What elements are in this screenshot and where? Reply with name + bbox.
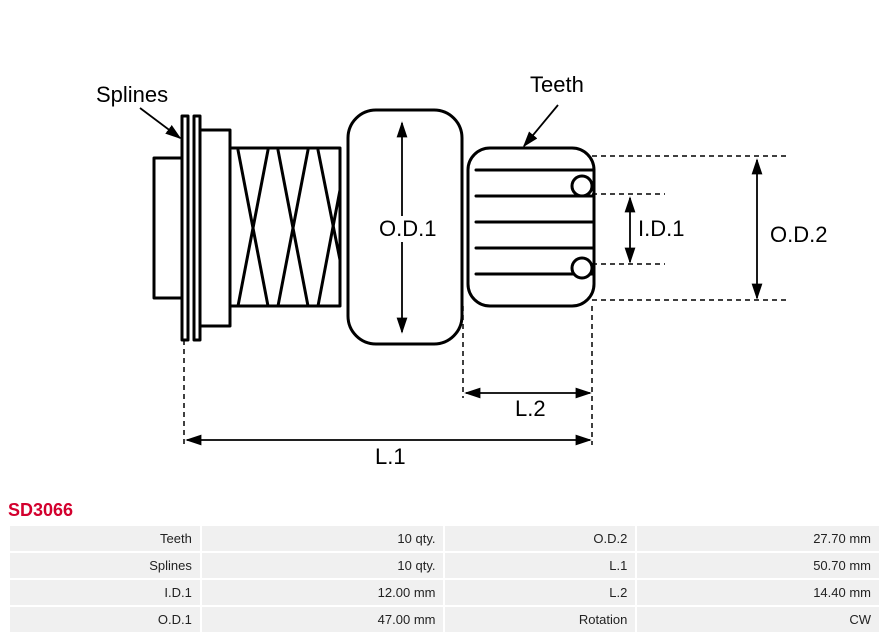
label-teeth: Teeth bbox=[530, 72, 584, 98]
label-splines: Splines bbox=[96, 82, 168, 108]
spec-table: Teeth 10 qty. O.D.2 27.70 mm Splines 10 … bbox=[8, 524, 881, 634]
spec-val: CW bbox=[637, 607, 879, 632]
spec-key: O.D.2 bbox=[445, 526, 635, 551]
spec-val: 47.00 mm bbox=[202, 607, 444, 632]
part-code: SD3066 bbox=[8, 500, 73, 521]
label-l1: L.1 bbox=[375, 444, 406, 470]
spec-key: Teeth bbox=[10, 526, 200, 551]
label-od2: O.D.2 bbox=[770, 222, 827, 248]
spec-key: L.2 bbox=[445, 580, 635, 605]
spec-val: 10 qty. bbox=[202, 526, 444, 551]
spec-key: I.D.1 bbox=[10, 580, 200, 605]
spec-val: 27.70 mm bbox=[637, 526, 879, 551]
drawing-svg bbox=[0, 0, 889, 500]
spec-table-body: Teeth 10 qty. O.D.2 27.70 mm Splines 10 … bbox=[10, 526, 879, 632]
spec-key: O.D.1 bbox=[10, 607, 200, 632]
spec-val: 10 qty. bbox=[202, 553, 444, 578]
table-row: O.D.1 47.00 mm Rotation CW bbox=[10, 607, 879, 632]
table-row: Splines 10 qty. L.1 50.70 mm bbox=[10, 553, 879, 578]
label-l2: L.2 bbox=[515, 396, 546, 422]
spec-key: L.1 bbox=[445, 553, 635, 578]
label-id1: I.D.1 bbox=[638, 216, 684, 242]
technical-diagram: Splines Teeth O.D.1 I.D.1 O.D.2 L.2 L.1 bbox=[0, 0, 889, 500]
spec-val: 12.00 mm bbox=[202, 580, 444, 605]
table-row: I.D.1 12.00 mm L.2 14.40 mm bbox=[10, 580, 879, 605]
spec-val: 50.70 mm bbox=[637, 553, 879, 578]
spec-val: 14.40 mm bbox=[637, 580, 879, 605]
spec-key: Rotation bbox=[445, 607, 635, 632]
label-od1: O.D.1 bbox=[377, 216, 438, 242]
spec-key: Splines bbox=[10, 553, 200, 578]
table-row: Teeth 10 qty. O.D.2 27.70 mm bbox=[10, 526, 879, 551]
